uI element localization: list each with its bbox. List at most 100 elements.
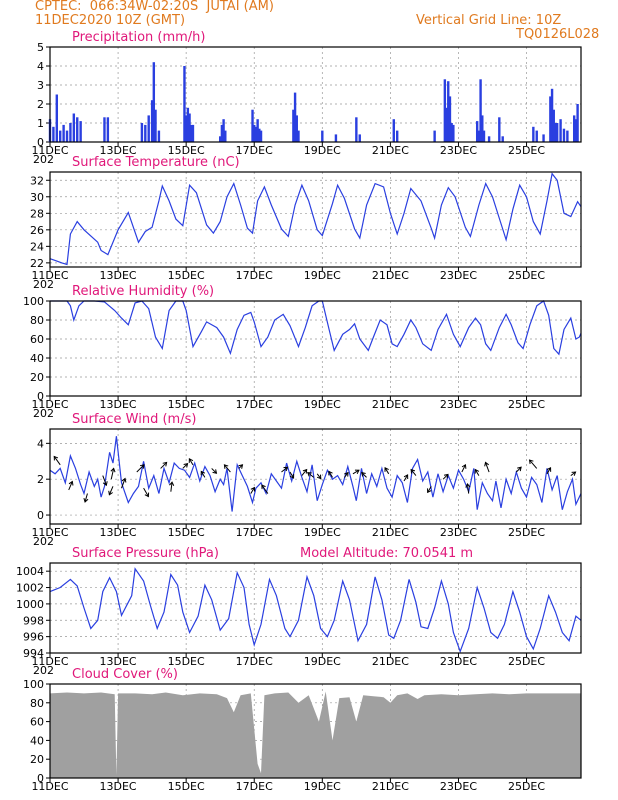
y-tick-label: 32 bbox=[30, 174, 44, 187]
precip-bar bbox=[157, 130, 161, 142]
precip-bar bbox=[62, 124, 65, 142]
x-year-label: 202 bbox=[33, 664, 54, 677]
precip-bar bbox=[154, 109, 157, 142]
y-tick-label: 2 bbox=[37, 98, 44, 111]
precip-bar bbox=[152, 62, 156, 143]
y-tick-label: 28 bbox=[30, 207, 44, 220]
y-tick-label: 30 bbox=[30, 191, 44, 204]
x-tick-label: 25DEC bbox=[508, 144, 545, 157]
x-tick-label: 21DEC bbox=[372, 526, 409, 539]
precip-bar bbox=[72, 113, 76, 142]
y-tick-label: 0 bbox=[37, 390, 44, 403]
precip-bar bbox=[334, 134, 338, 142]
wind-arrowhead bbox=[283, 466, 289, 472]
wind-arrow bbox=[108, 486, 114, 495]
wind-arrowhead bbox=[517, 466, 522, 472]
x-tick-label: 19DEC bbox=[304, 144, 341, 157]
wind-arrow bbox=[328, 471, 333, 478]
wind-arrow bbox=[188, 458, 194, 466]
x-year-label: 202 bbox=[33, 278, 54, 291]
wind-arrow bbox=[53, 456, 61, 466]
x-tick-label: 25DEC bbox=[508, 655, 545, 668]
wind-arrowhead bbox=[302, 468, 308, 474]
wind-arrow bbox=[301, 469, 308, 476]
wind-arrow bbox=[102, 475, 107, 486]
precip-bar bbox=[532, 126, 535, 142]
x-tick-label: 23DEC bbox=[440, 655, 477, 668]
wind-arrow bbox=[121, 478, 126, 489]
wind-arrowhead bbox=[139, 464, 145, 469]
wind-arrowhead bbox=[108, 490, 113, 496]
wind-arrow bbox=[160, 462, 167, 469]
y-tick-label: 40 bbox=[30, 734, 44, 747]
precip-bar bbox=[295, 115, 298, 142]
panel-title: Cloud Cover (%) bbox=[72, 667, 178, 682]
wind-arrow bbox=[403, 474, 409, 482]
header-left-line2: 11DEC2020 10Z (GMT) bbox=[35, 13, 186, 28]
wind-arrowhead bbox=[361, 471, 366, 477]
x-tick-label: 15DEC bbox=[168, 269, 205, 282]
wind-arrowhead bbox=[328, 470, 333, 476]
wind-arrowhead bbox=[528, 459, 534, 465]
panel-title: Surface Wind (m/s) bbox=[72, 412, 196, 427]
wind-arrow bbox=[427, 486, 432, 493]
precip-bar bbox=[477, 130, 481, 142]
precip-bar bbox=[447, 81, 450, 142]
precip-bar bbox=[253, 124, 256, 142]
wind-arrowhead bbox=[571, 471, 577, 476]
x-tick-label: 17DEC bbox=[236, 526, 273, 539]
wind-arrowhead bbox=[162, 461, 168, 467]
x-tick-label: 23DEC bbox=[440, 780, 477, 793]
wind-arrowhead bbox=[443, 473, 449, 479]
x-tick-label: 11DEC bbox=[31, 144, 68, 157]
wind-arrowhead bbox=[307, 472, 312, 477]
precip-bar bbox=[259, 130, 263, 142]
x-tick-label: 11DEC bbox=[31, 780, 68, 793]
precip-bar bbox=[55, 94, 59, 142]
y-tick-label: 20 bbox=[30, 371, 44, 384]
precip-bar bbox=[65, 130, 69, 142]
x-tick-label: 13DEC bbox=[100, 144, 137, 157]
precip-bar bbox=[395, 130, 399, 142]
wind-arrowhead bbox=[183, 462, 189, 468]
y-tick-label: 998 bbox=[23, 614, 44, 627]
y-tick-label: 994 bbox=[23, 647, 44, 660]
header-right-line1: Vertical Grid Line: 10Z bbox=[416, 13, 562, 28]
precip-bar bbox=[555, 123, 559, 142]
wind-arrowhead bbox=[188, 458, 194, 463]
precip-bar bbox=[183, 66, 186, 142]
precip-bar bbox=[501, 136, 504, 142]
precip-bar bbox=[256, 119, 259, 142]
x-tick-label: 23DEC bbox=[440, 526, 477, 539]
header-left-line1: CPTEC: 066:34W-02:20S JUTAI (AM) bbox=[35, 0, 274, 14]
precip-bar bbox=[542, 134, 545, 142]
precip-bar bbox=[576, 104, 579, 142]
wind-arrow bbox=[281, 466, 288, 473]
x-tick-label: 11DEC bbox=[31, 398, 68, 411]
wind-arrow bbox=[136, 464, 145, 473]
precip-bar bbox=[52, 126, 55, 142]
x-tick-label: 17DEC bbox=[236, 269, 273, 282]
precip-bar bbox=[59, 130, 62, 142]
x-tick-label: 15DEC bbox=[168, 526, 205, 539]
wind-arrow bbox=[182, 463, 188, 469]
wind-arrowhead bbox=[238, 464, 244, 469]
wind-arrow bbox=[570, 471, 576, 477]
precip-bar bbox=[392, 119, 395, 142]
x-tick-label: 13DEC bbox=[100, 780, 137, 793]
precip-bar bbox=[552, 109, 555, 142]
wind-arrow bbox=[352, 469, 360, 475]
precip-bar bbox=[251, 109, 254, 142]
x-tick-label: 15DEC bbox=[168, 780, 205, 793]
y-tick-label: 1002 bbox=[16, 582, 44, 595]
x-tick-label: 19DEC bbox=[304, 398, 341, 411]
precip-bar bbox=[562, 128, 566, 142]
y-tick-label: 24 bbox=[30, 240, 44, 253]
precip-bar bbox=[140, 123, 144, 142]
y-tick-label: 1000 bbox=[16, 598, 44, 611]
precip-bar bbox=[445, 107, 448, 142]
x-tick-label: 11DEC bbox=[31, 655, 68, 668]
wind-arrow bbox=[110, 468, 115, 480]
y-tick-label: 100 bbox=[23, 295, 44, 308]
x-year-label: 202 bbox=[33, 407, 54, 420]
